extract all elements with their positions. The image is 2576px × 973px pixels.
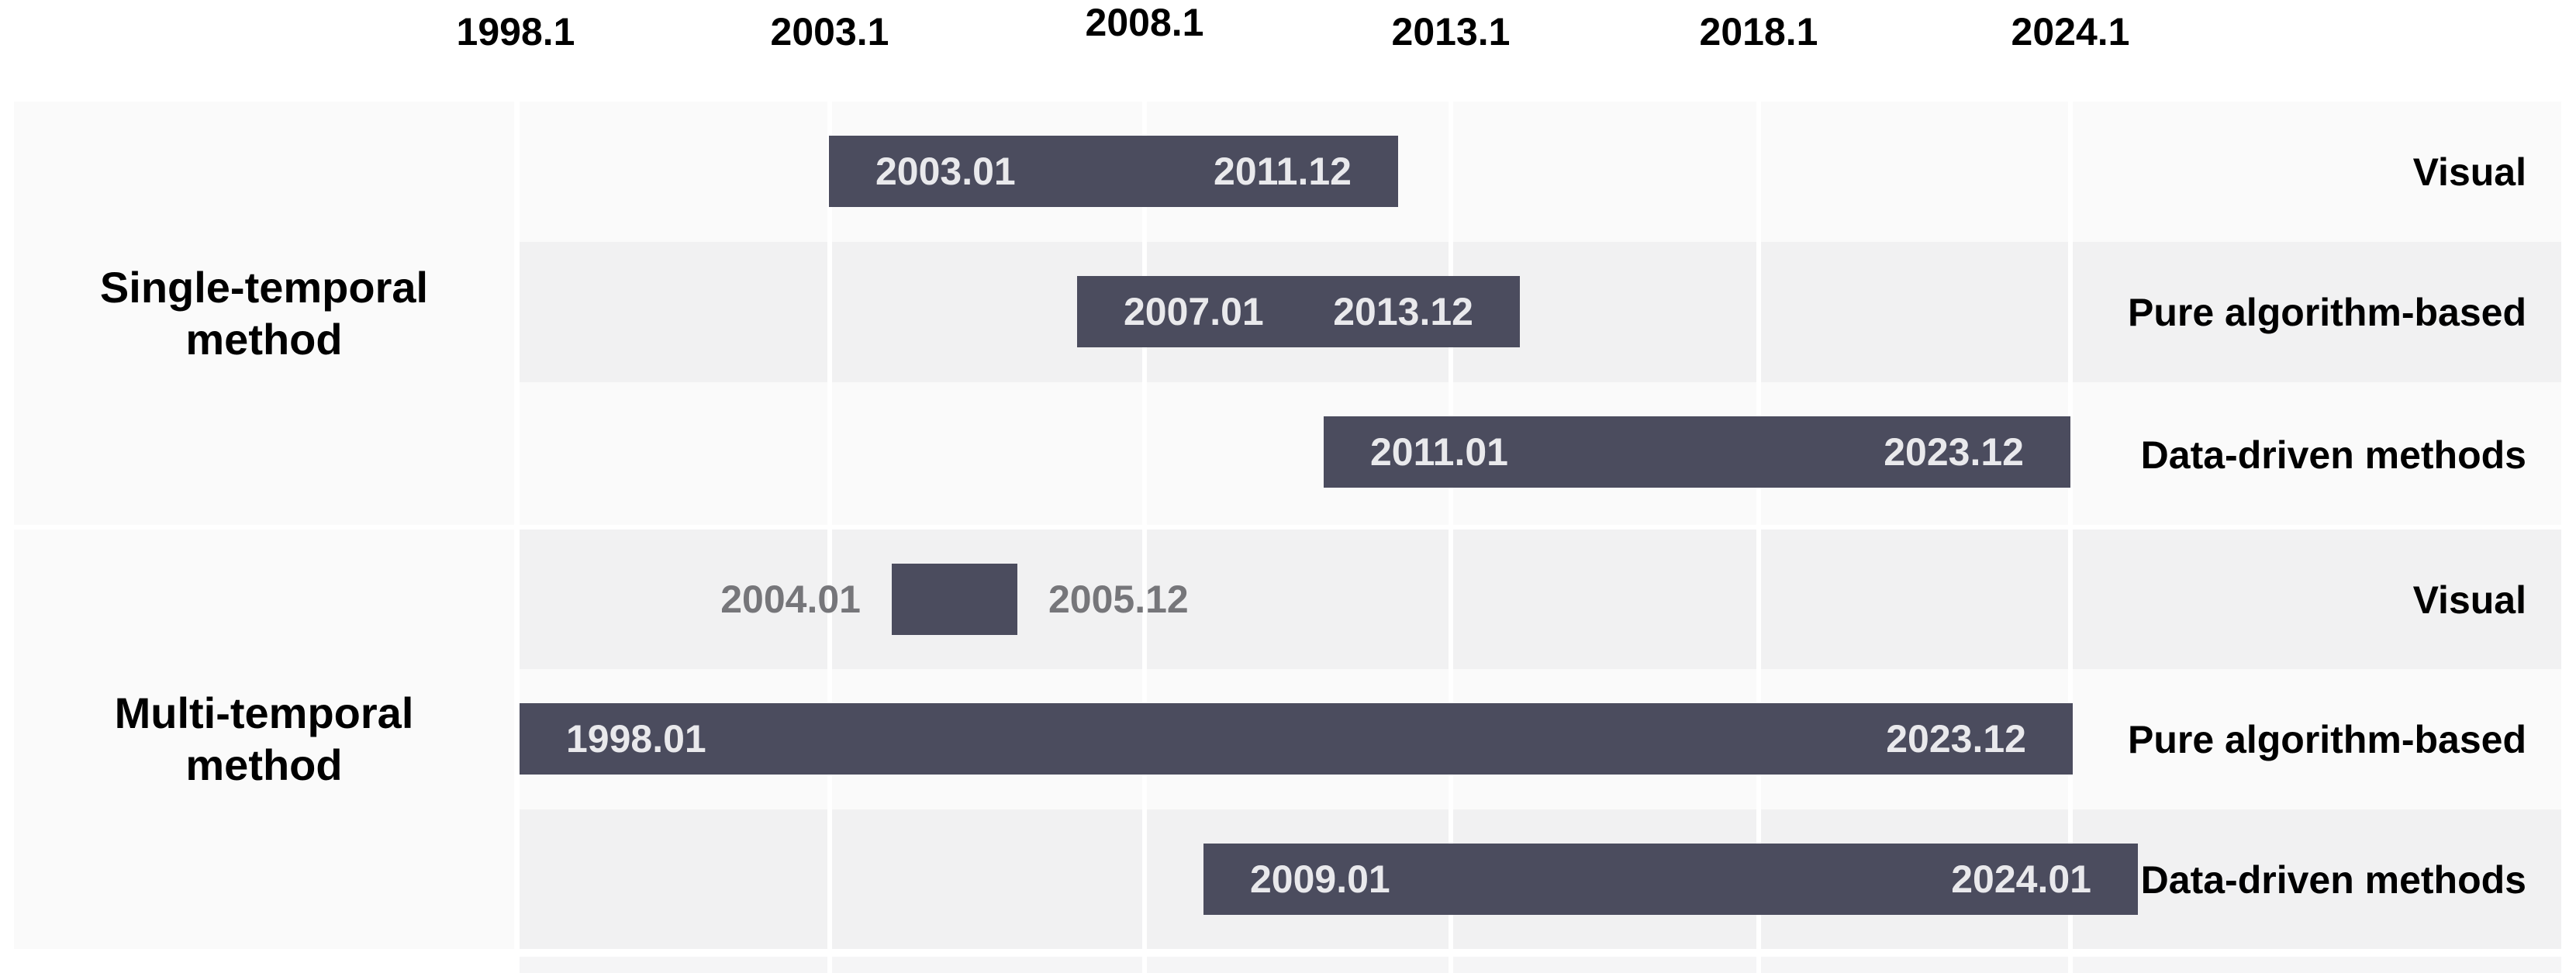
bar-start-label-outside: 2004.01 — [720, 578, 861, 621]
group-label-line: Single-temporal — [99, 263, 429, 312]
bar-end-label: 2023.12 — [1886, 717, 2026, 761]
group-label-line: Multi-temporal — [114, 688, 414, 737]
row-band-multi-visual — [520, 530, 2561, 669]
row-label-multi-pure-algorithm: Pure algorithm-based — [2128, 717, 2526, 761]
bar-multi-visual — [892, 564, 1017, 635]
grid-line-2018 — [1756, 102, 1761, 973]
group-label-line: method — [185, 740, 343, 789]
row-label-single-pure-algorithm: Pure algorithm-based — [2128, 290, 2526, 334]
bar-start-label: 1998.01 — [566, 717, 706, 761]
bar-end-label: 2023.12 — [1884, 430, 2024, 474]
bar-end-label: 2011.12 — [1214, 150, 1352, 193]
grid-line-2008 — [1142, 102, 1147, 973]
bottom-partial-row-strip — [520, 957, 2561, 973]
gutter-panel-single-temporal — [14, 102, 514, 525]
row-label-multi-visual: Visual — [2412, 578, 2526, 622]
axis-tick-2013: 2013.1 — [1391, 10, 1511, 53]
bar-single-data-driven: 2011.01 2023.12 — [1324, 416, 2070, 488]
row-label-single-data-driven: Data-driven methods — [2140, 433, 2526, 477]
row-label-single-visual: Visual — [2412, 150, 2526, 194]
axis-tick-2003: 2003.1 — [770, 10, 889, 53]
grid-line-2003 — [827, 102, 832, 973]
grid-line-2013 — [1449, 102, 1453, 973]
gutter-panel-multi-temporal — [14, 530, 514, 949]
bar-start-label: 2003.01 — [875, 150, 1016, 193]
bar-start-label: 2009.01 — [1250, 857, 1390, 901]
grid-line-2024 — [2068, 102, 2073, 973]
row-label-multi-data-driven: Data-driven methods — [2140, 857, 2526, 902]
bar-end-label: 2024.01 — [1951, 857, 2091, 901]
bar-start-label: 2007.01 — [1124, 290, 1264, 333]
group-label-line: method — [185, 315, 343, 364]
bar-multi-pure-algorithm: 1998.01 2023.12 — [520, 703, 2073, 775]
group-label-single-temporal: Single-temporal method — [14, 261, 514, 365]
bar-multi-data-driven: 2009.01 2024.01 — [1203, 844, 2138, 915]
bar-start-label: 2011.01 — [1370, 430, 1508, 474]
group-label-multi-temporal: Multi-temporal method — [14, 687, 514, 791]
bar-single-pure-algorithm: 2007.01 2013.12 — [1077, 276, 1520, 347]
row-band-single-pure-algorithm — [520, 242, 2561, 382]
axis-tick-2024: 2024.1 — [2011, 10, 2130, 53]
axis-tick-2018: 2018.1 — [1699, 10, 1818, 53]
bar-single-visual: 2003.01 2011.12 — [829, 136, 1398, 207]
bar-end-label: 2013.12 — [1333, 290, 1473, 333]
bar-end-label-outside: 2005.12 — [1048, 578, 1189, 621]
axis-tick-2008: 2008.1 — [1085, 1, 1204, 44]
axis-tick-1998: 1998.1 — [456, 10, 575, 53]
